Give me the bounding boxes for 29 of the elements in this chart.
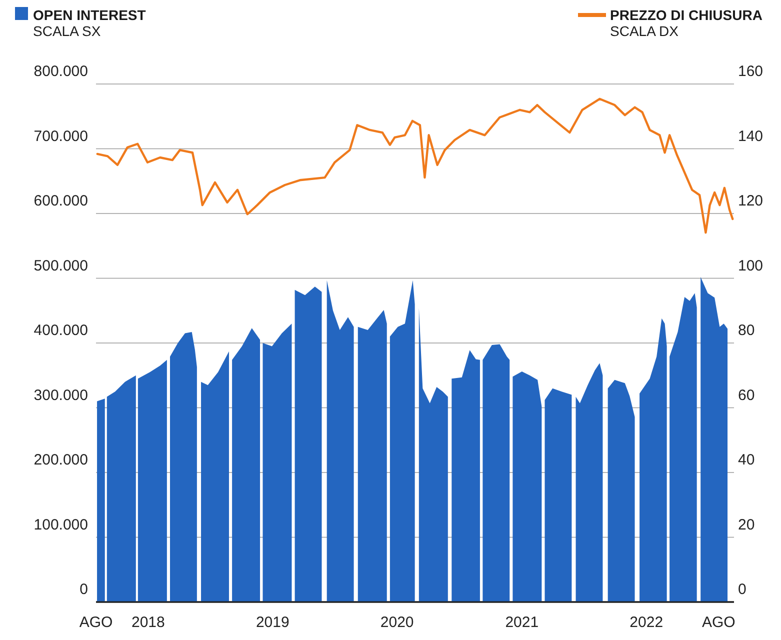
y-tick-label: 600.000 (34, 192, 88, 210)
x-tick-label: 2021 (505, 614, 539, 631)
x-tick-label: 2022 (630, 614, 664, 631)
y2-tick-label: 60 (738, 386, 755, 404)
y2-tick-label: 100 (738, 257, 764, 274)
y2-tick-label: 40 (738, 452, 755, 468)
y2-tick-label: 20 (738, 516, 755, 534)
y-tick-label: 300.000 (34, 386, 88, 404)
y-tick-label: 400.000 (34, 322, 88, 339)
y-tick-label: 0 (80, 581, 88, 598)
y-tick-label: 700.000 (34, 128, 88, 145)
legend-label: OPEN INTEREST (33, 7, 146, 23)
y-axis-title: SCALA SX (33, 23, 102, 39)
y2-tick-label: 0 (738, 581, 746, 598)
y2-tick-label: 140 (738, 128, 764, 145)
legend-label: PREZZO DI CHIUSURA (610, 7, 762, 23)
x-tick-label: AGO (702, 614, 736, 631)
x-tick-label: 2018 (131, 614, 165, 631)
x-tick-label: 2019 (256, 614, 290, 631)
y2-axis-title: SCALA DX (610, 23, 680, 39)
y2-tick-label: 80 (738, 322, 755, 339)
y2-tick-label: 160 (738, 63, 764, 80)
y-tick-label: 100.000 (34, 516, 88, 534)
y-tick-label: 200.000 (34, 452, 88, 468)
x-tick-label: AGO (79, 614, 113, 631)
y-tick-label: 800.000 (34, 63, 88, 80)
y-tick-label: 500.000 (34, 257, 88, 274)
x-tick-label: 2020 (380, 614, 414, 631)
y2-tick-label: 120 (738, 192, 764, 210)
